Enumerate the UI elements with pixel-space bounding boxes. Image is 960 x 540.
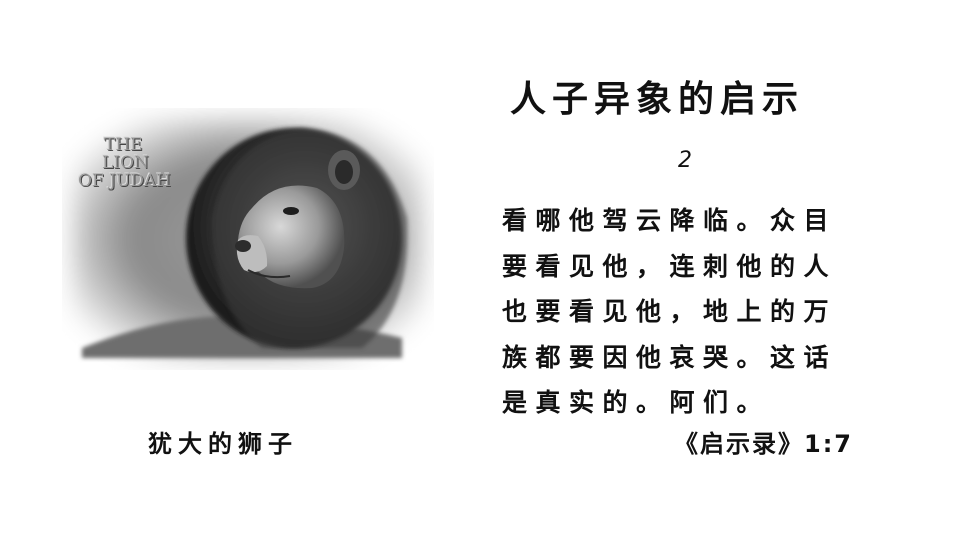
overlay-line-2: LION	[102, 153, 149, 173]
verse-line: 也要看见他，地上的万	[502, 297, 838, 326]
slide-title: 人子异象的启示	[510, 79, 805, 120]
verse-text: 看哪他驾云降临。众目 要看见他，连刺他的人 也要看见他，地上的万 族都要因他哀哭…	[502, 198, 892, 426]
lion-overlay-text: THE LION OF JUDAH	[76, 136, 216, 190]
verse-line: 族都要因他哀哭。这话	[502, 342, 838, 372]
slide-number: 2	[678, 148, 692, 173]
overlay-line-3: OF JUDAH	[78, 171, 172, 191]
verse-reference: 《启示录》1:7	[674, 430, 853, 458]
image-caption: 犹大的狮子	[148, 430, 298, 458]
verse-line: 看哪他驾云降临。众目	[502, 206, 838, 235]
verse-line: 是真实的。阿们。	[502, 388, 771, 417]
lion-image: THE LION OF JUDAH	[62, 108, 434, 370]
verse-line: 要看见他，连刺他的人	[502, 251, 838, 281]
overlay-line-1: THE	[104, 135, 143, 155]
lion-illustration	[72, 118, 424, 360]
